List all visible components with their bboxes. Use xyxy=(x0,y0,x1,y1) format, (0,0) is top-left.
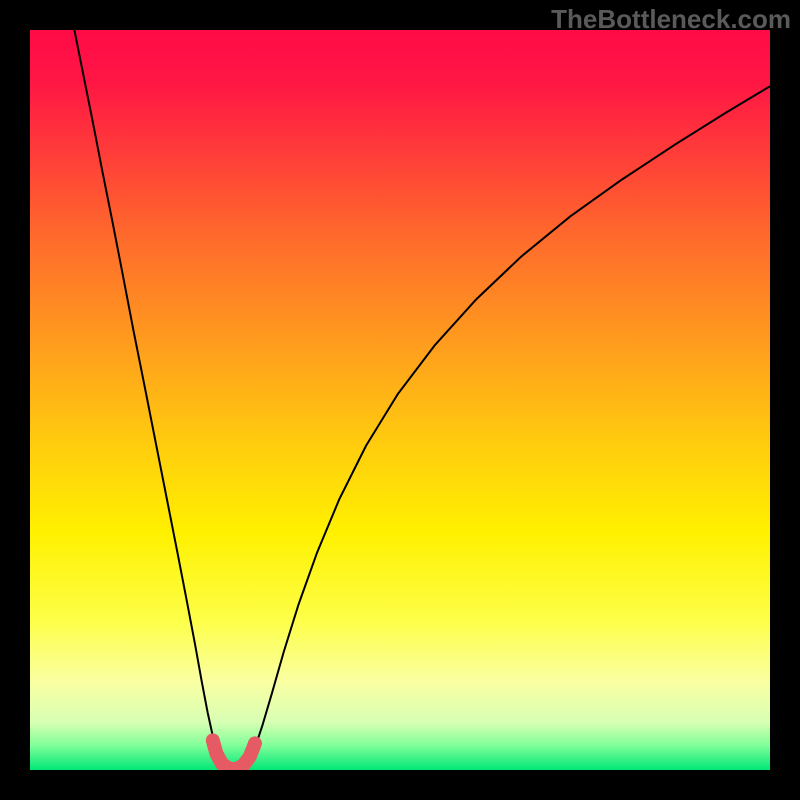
chart-plot xyxy=(30,30,770,770)
watermark-text: TheBottleneck.com xyxy=(551,4,791,35)
gradient-background xyxy=(30,30,770,770)
